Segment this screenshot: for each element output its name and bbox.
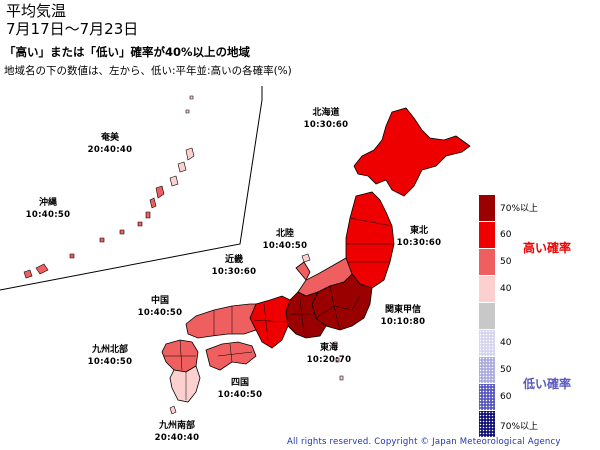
legend-label-low70: 70%以上 [500, 422, 539, 432]
legend-label-high40: 40 [500, 284, 512, 294]
legend-swatch-high70 [479, 195, 495, 221]
legend-low-caption: 低い確率 [523, 377, 572, 391]
inset-frame [0, 86, 263, 291]
legend-swatch-normal [479, 303, 495, 329]
region-values: 20:40:40 [87, 145, 133, 155]
label-okinawa: 沖縄 10:40:50 [26, 197, 71, 221]
region-values: 10:30:60 [396, 238, 442, 248]
region-shikoku-shape [205, 341, 257, 371]
region-values: 10:10:80 [380, 317, 426, 327]
region-name: 北海道 [312, 108, 340, 118]
label-hokuriku: 北陸 10:40:50 [263, 228, 308, 252]
label-tokai: 東海 10:20:70 [307, 342, 352, 366]
legend-swatch-low40 [479, 330, 495, 356]
region-name: 関東甲信 [384, 305, 421, 315]
region-name: 奄美 [100, 133, 119, 143]
region-values: 10:20:70 [306, 355, 352, 365]
region-hokkaido-shape [353, 107, 471, 197]
label-kinki: 近畿 10:30:60 [212, 254, 257, 278]
region-amami-shape [169, 95, 195, 187]
region-values: 20:40:40 [154, 433, 200, 443]
region-name: 東北 [409, 226, 428, 236]
label-amami: 奄美 20:40:40 [88, 132, 133, 156]
region-name: 沖縄 [38, 198, 57, 208]
legend-label-low60: 60 [500, 392, 512, 402]
map-title: 平均気温 7月17日～7月23日 [6, 2, 138, 38]
region-tohoku-shape [345, 191, 395, 289]
legend-label-low50: 50 [500, 365, 512, 375]
title-period: 7月17日～7月23日 [6, 20, 139, 38]
region-name: 北陸 [275, 229, 294, 239]
region-name: 近畿 [224, 255, 243, 265]
title-element: 平均気温 [6, 2, 67, 20]
legend-swatch-high50 [479, 249, 495, 275]
map-subtitle: 「高い」または「低い」確率が40%以上の地域 [4, 45, 251, 59]
label-kyushu-north: 九州北部 10:40:50 [88, 344, 133, 368]
legend-label-high50: 50 [500, 257, 512, 267]
region-name: 中国 [150, 296, 169, 306]
region-kyushu-south-shape [169, 365, 201, 403]
label-tohoku: 東北 10:30:60 [397, 225, 442, 249]
region-okinawa-shape [23, 185, 165, 279]
region-name: 四国 [230, 378, 249, 388]
legend-label-high70: 70%以上 [500, 204, 539, 214]
legend-label-low40: 40 [500, 338, 512, 348]
region-values: 10:40:50 [87, 357, 133, 367]
label-kyushu-south: 九州南部 20:40:40 [155, 420, 200, 444]
legend-swatch-high60 [479, 222, 495, 248]
label-shikoku: 四国 10:40:50 [218, 377, 263, 401]
region-values: 10:40:50 [25, 210, 71, 220]
region-name: 東海 [319, 343, 338, 353]
label-kanto: 関東甲信 10:10:80 [381, 304, 426, 328]
legend-high-caption: 高い確率 [523, 241, 572, 255]
region-chugoku-shape [185, 303, 257, 339]
map-note: 地域名の下の数値は、左から、低い:平年並:高いの各確率(%) [4, 65, 292, 77]
region-values: 10:30:60 [211, 267, 257, 277]
legend-swatch-low60 [479, 384, 495, 410]
label-chugoku: 中国 10:40:50 [138, 295, 183, 319]
legend-label-high60: 60 [500, 230, 512, 240]
region-values: 10:40:50 [262, 241, 308, 251]
region-name: 九州南部 [158, 421, 195, 431]
legend-swatch-low50 [479, 357, 495, 383]
region-name: 九州北部 [91, 345, 128, 355]
region-values: 10:40:50 [137, 308, 183, 318]
region-values: 10:30:60 [303, 120, 349, 130]
region-values: 10:40:50 [217, 390, 263, 400]
copyright-notice: All rights reserved. Copyright © Japan M… [287, 437, 561, 447]
label-hokkaido: 北海道 10:30:60 [304, 107, 349, 131]
legend-swatch-low70 [479, 411, 495, 437]
legend-swatch-high40 [479, 276, 495, 302]
